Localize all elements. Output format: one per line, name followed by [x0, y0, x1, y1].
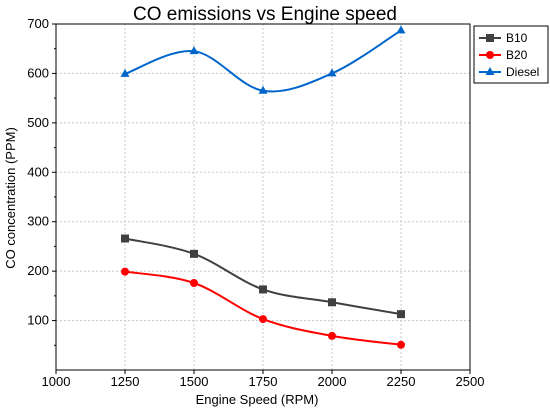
- data-point-diesel: [120, 68, 130, 77]
- data-point-b20: [259, 315, 267, 324]
- y-axis-label: CO concentration (PPM): [3, 127, 18, 269]
- data-point-b20: [328, 331, 336, 340]
- axis-ticks: 1000 1250 1500 1750 2000 2250 2500 100 200 300 400…: [27, 16, 484, 389]
- data-point-b20: [397, 340, 405, 349]
- legend-label-b10: B10: [506, 31, 528, 45]
- x-tick-label: 1000: [42, 374, 71, 389]
- y-tick-label: 400: [27, 164, 49, 179]
- y-tick-label: 700: [27, 16, 49, 31]
- legend-label-b20: B20: [506, 48, 528, 62]
- legend: B10 B20 Diesel: [473, 25, 549, 84]
- legend-marker-diesel: [485, 67, 495, 75]
- data-point-b10: [190, 249, 198, 258]
- data-point-diesel: [327, 68, 337, 77]
- data-point-b20: [190, 279, 198, 288]
- x-tick-label: 1250: [111, 374, 140, 389]
- data-point-diesel: [258, 85, 268, 94]
- x-tick-label: 2250: [387, 374, 416, 389]
- series-lines: [120, 25, 406, 349]
- data-point-diesel: [189, 46, 199, 55]
- data-point-b10: [328, 298, 336, 307]
- y-tick-label: 300: [27, 214, 49, 229]
- series-diesel: [120, 25, 406, 94]
- y-tick-label: 600: [27, 65, 49, 80]
- legend-label-diesel: Diesel: [506, 65, 539, 79]
- data-point-b10: [121, 234, 129, 243]
- x-tick-label: 1750: [249, 374, 278, 389]
- x-axis-label: Engine Speed (RPM): [196, 392, 319, 407]
- x-tick-label: 1500: [180, 374, 209, 389]
- legend-marker-b10: [486, 34, 494, 42]
- x-tick-label: 2000: [318, 374, 347, 389]
- y-tick-label: 200: [27, 263, 49, 278]
- x-tick-label: 2500: [456, 374, 485, 389]
- data-point-diesel: [396, 25, 406, 34]
- y-tick-label: 100: [27, 313, 49, 328]
- data-point-b10: [259, 285, 267, 294]
- data-point-b20: [121, 267, 129, 276]
- chart-title: CO emissions vs Engine speed: [133, 4, 397, 25]
- series-b20: [121, 267, 405, 349]
- data-point-b10: [397, 310, 405, 319]
- y-tick-label: 500: [27, 115, 49, 130]
- series-b10: [121, 234, 405, 319]
- legend-marker-b20: [486, 51, 494, 59]
